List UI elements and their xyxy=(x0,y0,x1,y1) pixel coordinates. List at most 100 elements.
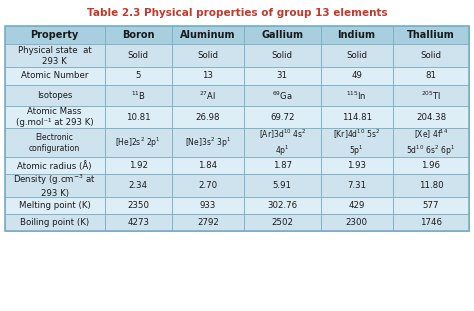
Bar xyxy=(392,26,469,44)
Bar xyxy=(105,174,172,197)
Text: 1.96: 1.96 xyxy=(421,161,440,170)
Text: [Ne]3s$^{2}$ 3p$^{1}$: [Ne]3s$^{2}$ 3p$^{1}$ xyxy=(185,136,231,150)
Text: 26.98: 26.98 xyxy=(196,113,220,122)
Bar xyxy=(244,106,320,128)
Text: 1746: 1746 xyxy=(420,218,442,227)
Bar xyxy=(320,26,392,44)
Text: 5.91: 5.91 xyxy=(273,181,292,190)
Text: 429: 429 xyxy=(348,201,365,210)
Text: 2350: 2350 xyxy=(128,201,149,210)
Text: Boron: Boron xyxy=(122,30,155,40)
Text: 1.87: 1.87 xyxy=(273,161,292,170)
Bar xyxy=(105,85,172,106)
Bar xyxy=(105,106,172,128)
Text: Atomic Mass
(g.mol⁻¹ at 293 K): Atomic Mass (g.mol⁻¹ at 293 K) xyxy=(16,107,93,127)
Bar xyxy=(5,85,105,106)
Text: [Ar]3d$^{10}$ 4s$^{2}$
4p$^{1}$: [Ar]3d$^{10}$ 4s$^{2}$ 4p$^{1}$ xyxy=(259,128,306,158)
Text: Isotopes: Isotopes xyxy=(37,91,73,100)
Text: Solid: Solid xyxy=(128,51,149,60)
Bar xyxy=(244,174,320,197)
Text: Atomic Number: Atomic Number xyxy=(21,72,88,80)
Text: 13: 13 xyxy=(202,72,213,80)
Bar xyxy=(320,157,392,174)
Text: [Kr]4d$^{10}$ 5s$^{2}$
5p$^{1}$: [Kr]4d$^{10}$ 5s$^{2}$ 5p$^{1}$ xyxy=(333,128,380,158)
Bar xyxy=(105,214,172,231)
Bar xyxy=(105,197,172,214)
Bar xyxy=(244,128,320,157)
Text: Density (g.cm$^{-3}$ at
293 K): Density (g.cm$^{-3}$ at 293 K) xyxy=(13,173,96,198)
Bar xyxy=(244,67,320,85)
Bar xyxy=(172,85,244,106)
Bar xyxy=(105,157,172,174)
Text: Atomic radius (Å): Atomic radius (Å) xyxy=(18,161,92,170)
Text: 11.80: 11.80 xyxy=(419,181,443,190)
Text: [He]2s$^{2}$ 2p$^{1}$: [He]2s$^{2}$ 2p$^{1}$ xyxy=(115,136,161,150)
Bar xyxy=(244,26,320,44)
Bar xyxy=(5,197,105,214)
Text: 2502: 2502 xyxy=(271,218,293,227)
Text: 2792: 2792 xyxy=(197,218,219,227)
Bar xyxy=(105,26,172,44)
Bar xyxy=(320,197,392,214)
Text: Table 2.3 Physical properties of group 13 elements: Table 2.3 Physical properties of group 1… xyxy=(87,8,387,18)
Text: $^{205}$Tl: $^{205}$Tl xyxy=(421,89,441,102)
Bar xyxy=(105,44,172,67)
Bar xyxy=(244,85,320,106)
Bar xyxy=(5,26,105,44)
Text: Physical state  at
293 K: Physical state at 293 K xyxy=(18,46,91,66)
Text: 2.34: 2.34 xyxy=(129,181,148,190)
Text: [Xe] 4f$^{14}$
5d$^{10}$ 6s$^{2}$ 6p$^{1}$: [Xe] 4f$^{14}$ 5d$^{10}$ 6s$^{2}$ 6p$^{1… xyxy=(407,128,456,158)
Bar xyxy=(392,128,469,157)
Text: Boiling point (K): Boiling point (K) xyxy=(20,218,89,227)
Bar xyxy=(172,67,244,85)
Bar xyxy=(5,214,105,231)
Text: 2.70: 2.70 xyxy=(199,181,218,190)
Bar xyxy=(320,174,392,197)
Text: Gallium: Gallium xyxy=(261,30,303,40)
Text: 1.92: 1.92 xyxy=(129,161,148,170)
Bar xyxy=(392,174,469,197)
Bar xyxy=(5,174,105,197)
Bar xyxy=(172,44,244,67)
Text: 1.84: 1.84 xyxy=(199,161,218,170)
Text: 933: 933 xyxy=(200,201,216,210)
Bar xyxy=(320,67,392,85)
Text: 49: 49 xyxy=(351,72,362,80)
Bar xyxy=(105,128,172,157)
Text: Solid: Solid xyxy=(420,51,441,60)
Bar xyxy=(392,106,469,128)
Bar xyxy=(5,157,105,174)
Bar xyxy=(320,44,392,67)
Text: 204.38: 204.38 xyxy=(416,113,446,122)
Bar xyxy=(320,214,392,231)
Text: 31: 31 xyxy=(277,72,288,80)
Bar xyxy=(172,26,244,44)
Bar xyxy=(392,44,469,67)
Text: 4273: 4273 xyxy=(128,218,149,227)
Bar xyxy=(5,26,469,231)
Bar xyxy=(392,85,469,106)
Bar xyxy=(172,214,244,231)
Bar xyxy=(244,157,320,174)
Text: Solid: Solid xyxy=(198,51,219,60)
Text: Indium: Indium xyxy=(337,30,375,40)
Text: Property: Property xyxy=(30,30,79,40)
Text: $^{27}$Al: $^{27}$Al xyxy=(200,89,217,102)
Text: 1.93: 1.93 xyxy=(347,161,366,170)
Bar xyxy=(320,106,392,128)
Text: 114.81: 114.81 xyxy=(342,113,372,122)
Bar xyxy=(172,174,244,197)
Bar xyxy=(5,44,105,67)
Text: Solid: Solid xyxy=(272,51,293,60)
Bar xyxy=(105,67,172,85)
Bar xyxy=(320,128,392,157)
Bar xyxy=(392,214,469,231)
Bar xyxy=(392,197,469,214)
Bar xyxy=(320,85,392,106)
Bar xyxy=(172,197,244,214)
Bar xyxy=(244,214,320,231)
Bar xyxy=(5,128,105,157)
Text: 10.81: 10.81 xyxy=(126,113,151,122)
Bar xyxy=(392,157,469,174)
Bar xyxy=(5,67,105,85)
